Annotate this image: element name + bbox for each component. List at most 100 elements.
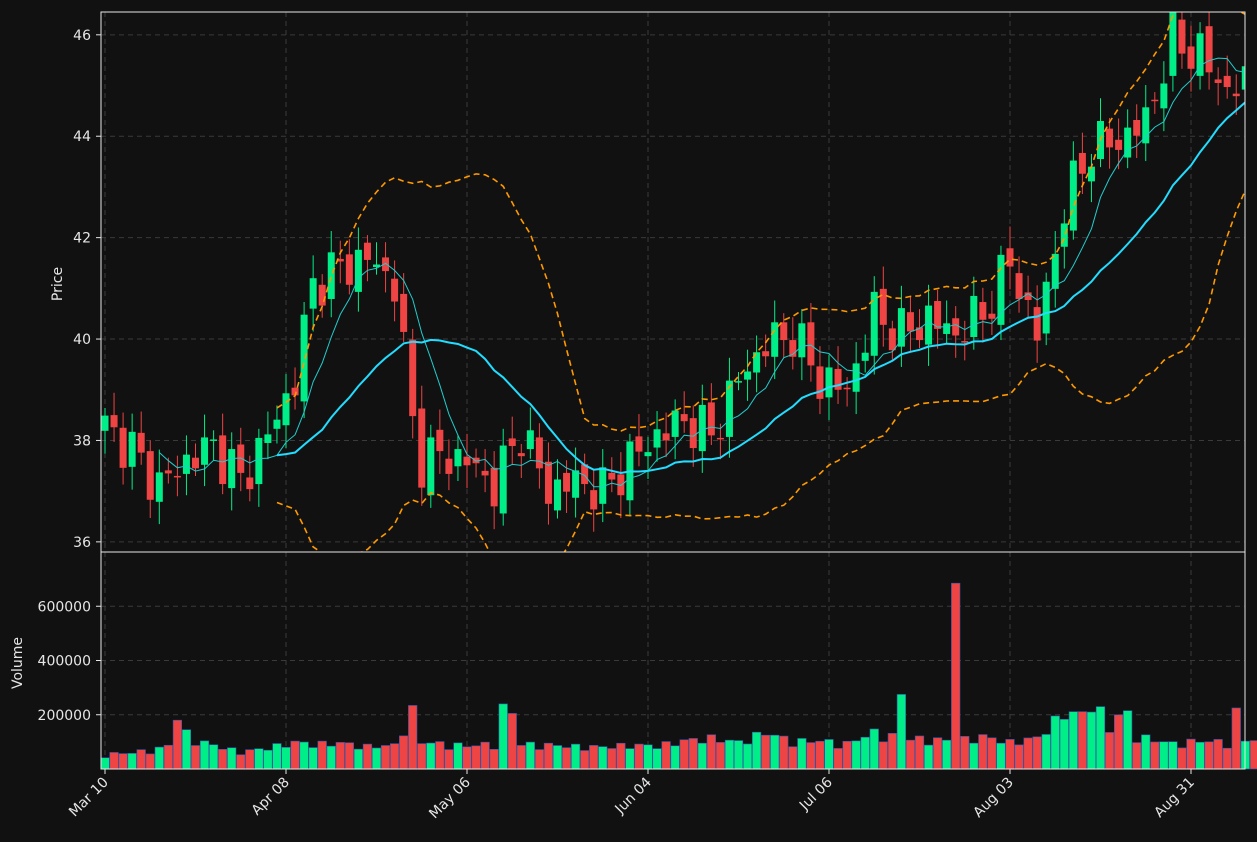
volume-bar <box>516 745 526 770</box>
candle-body <box>925 305 933 345</box>
volume-bar <box>670 745 680 770</box>
volume-bar <box>561 747 572 770</box>
volume-tick-label: 400000 <box>38 654 91 670</box>
candle-body <box>807 322 815 366</box>
slow-moving-average-line <box>276 101 1245 475</box>
volume-bar <box>254 748 264 770</box>
volume-bar <box>697 742 707 770</box>
candle-body <box>934 301 942 329</box>
volume-bar <box>598 746 608 770</box>
volume-bar <box>453 742 463 770</box>
candle-body <box>762 351 770 357</box>
candle-body <box>952 318 960 336</box>
candle-body <box>599 467 607 504</box>
volume-bar <box>534 749 544 770</box>
candle-body <box>1142 107 1150 144</box>
candle-body <box>1169 12 1177 76</box>
volume-bar <box>896 694 906 770</box>
fast-moving-average-line <box>158 57 1245 488</box>
price-tick-label: 40 <box>73 332 91 348</box>
volume-bar <box>842 740 852 770</box>
candle-body <box>581 464 589 485</box>
candle-body <box>1078 152 1086 174</box>
volume-bar <box>426 742 436 770</box>
volume-bar <box>887 733 897 770</box>
volume-bar <box>1041 734 1051 770</box>
volume-bar <box>788 746 798 770</box>
candle-body <box>997 254 1005 325</box>
candle-body <box>852 363 860 392</box>
candle-body <box>1006 248 1014 267</box>
candle-body <box>1051 253 1059 289</box>
volume-bar <box>1231 707 1241 770</box>
volume-bar <box>552 745 563 770</box>
candle-body <box>635 436 643 452</box>
volume-bar <box>625 748 635 770</box>
volume-bar <box>435 741 445 770</box>
price-tick-label: 38 <box>73 433 91 449</box>
volume-bar <box>1059 719 1069 770</box>
candle-body <box>137 432 145 453</box>
candle-body <box>101 415 109 431</box>
candle-body <box>300 314 308 402</box>
volume-bar <box>942 739 952 770</box>
volume-bar <box>462 746 472 770</box>
volume-bar <box>724 739 735 770</box>
candle-body <box>843 387 851 390</box>
candle-body <box>237 444 245 473</box>
candle-body <box>879 288 887 325</box>
candle-body <box>182 454 190 474</box>
volume-bar <box>263 749 273 770</box>
volume-bar <box>399 735 409 770</box>
volume-bar <box>209 744 219 770</box>
candle-body <box>508 438 516 447</box>
volume-bar <box>607 748 617 770</box>
volume-bar <box>634 743 644 770</box>
candle-body <box>409 339 417 417</box>
volume-bar <box>589 745 599 770</box>
volume-bar <box>1195 741 1205 770</box>
candle-body <box>400 293 408 332</box>
volume-bar <box>444 749 454 770</box>
candle-body <box>798 323 806 358</box>
candle-body <box>463 456 471 466</box>
volume-bar <box>951 582 961 770</box>
volume-bar <box>127 753 137 770</box>
candle-body <box>535 437 543 469</box>
candle-body <box>1196 33 1204 76</box>
volume-bar <box>761 734 771 770</box>
candle-body <box>210 439 218 441</box>
volume-bar <box>525 741 535 770</box>
candle-body <box>1205 26 1213 73</box>
volume-bar <box>616 742 626 770</box>
candle-body <box>671 410 679 437</box>
candle-body <box>363 242 371 260</box>
price-tick-label: 44 <box>73 129 91 145</box>
volume-bar <box>1068 711 1078 770</box>
volume-axis-title: Volume <box>10 637 26 689</box>
volume-bar <box>362 743 373 770</box>
volume-bar <box>1050 715 1060 770</box>
volume-bar <box>751 731 762 770</box>
candle-body <box>246 477 254 490</box>
candle-body <box>1133 120 1141 136</box>
candle-body <box>653 429 661 448</box>
volume-bar <box>1186 738 1196 770</box>
candle-body <box>572 470 580 498</box>
volume-bar <box>1249 740 1257 770</box>
volume-bar <box>389 743 400 770</box>
volume-bar <box>1086 711 1097 770</box>
candle-body <box>744 371 752 380</box>
volume-bar <box>109 752 119 770</box>
volume-bar <box>770 734 780 770</box>
candle-body <box>526 430 534 450</box>
candle-body <box>916 327 923 341</box>
volume-bar <box>326 745 336 770</box>
candle-body <box>354 249 362 292</box>
lower-band-line <box>276 189 1245 552</box>
price-tick-label: 46 <box>73 28 91 44</box>
price-axis-title: Price <box>50 267 66 301</box>
candle-body <box>753 352 761 373</box>
